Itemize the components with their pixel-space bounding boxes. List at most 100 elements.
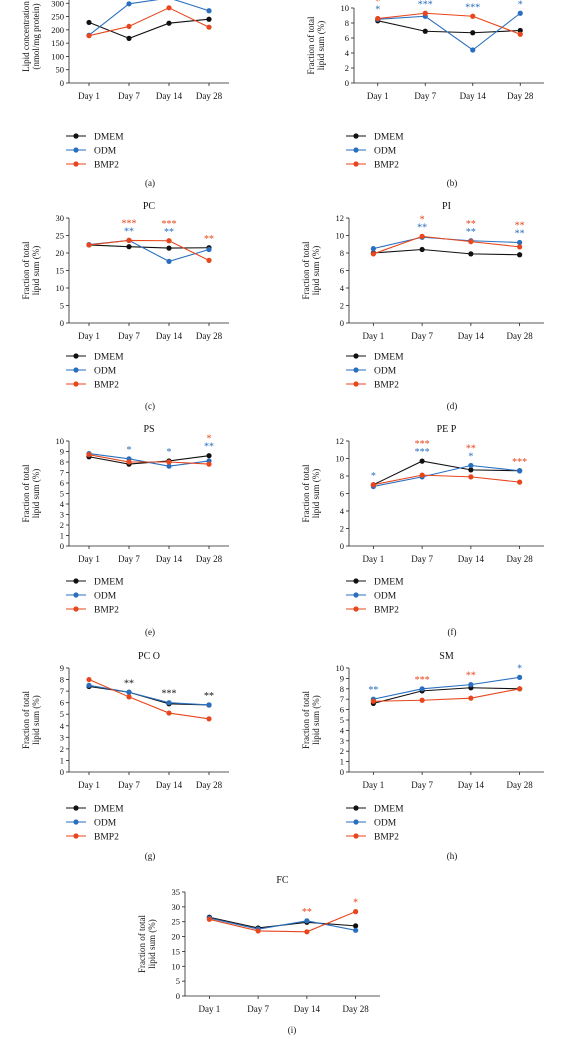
- significance-marker: *: [518, 0, 523, 10]
- chart-title: FC: [276, 875, 289, 886]
- y-tick-label: 4: [60, 721, 65, 731]
- y-tick-label: 4: [340, 283, 345, 293]
- significance-marker: *: [353, 898, 358, 909]
- x-tick-label: Day 1: [78, 331, 100, 341]
- data-point-odm: [206, 246, 212, 253]
- y-tick-label: 50: [56, 65, 65, 75]
- legend-marker: [73, 147, 79, 153]
- y-tick-label: 4: [60, 499, 65, 509]
- data-point-bmp2: [86, 452, 92, 458]
- significance-marker: ***: [465, 0, 480, 5]
- y-tick-label: 9: [60, 447, 64, 457]
- y-tick-label: 5: [60, 301, 64, 311]
- data-point-bmp2: [517, 479, 523, 485]
- data-point-dmem: [126, 35, 132, 41]
- x-tick-label: Day 7: [118, 331, 140, 341]
- y-tick-label: 250: [51, 12, 64, 22]
- x-tick-label: Day 1: [78, 780, 100, 790]
- data-point-dmem: [206, 16, 212, 22]
- x-tick-label: Day 28: [196, 554, 223, 564]
- panel-label: (h): [447, 851, 458, 861]
- y-tick-label: 10: [336, 231, 345, 241]
- data-point-bmp2: [206, 24, 212, 30]
- y-tick-label: 7: [60, 686, 64, 696]
- y-tick-label: 10: [56, 283, 65, 293]
- data-point-dmem: [470, 30, 476, 36]
- x-tick-label: Day 14: [156, 780, 183, 790]
- legend-marker: [353, 592, 359, 598]
- legend-marker: [353, 353, 359, 359]
- x-tick-label: Day 28: [196, 91, 223, 101]
- data-point-dmem: [86, 19, 92, 26]
- significance-marker: *: [375, 0, 380, 8]
- legend-marker: [353, 578, 359, 584]
- series-line-dmem: [88, 18, 210, 39]
- y-axis-label: lipid sum (%): [311, 469, 321, 519]
- data-point-bmp2: [468, 695, 474, 701]
- y-tick-label: 5: [60, 489, 64, 499]
- panel-label: (c): [145, 401, 155, 411]
- data-point-dmem: [126, 244, 132, 250]
- y-axis-label: Fraction of total: [306, 16, 316, 74]
- legend-label-dmem: DMEM: [94, 353, 124, 363]
- x-tick-label: Day 7: [411, 554, 433, 564]
- series-line-dmem: [88, 685, 210, 706]
- data-point-odm: [304, 918, 310, 924]
- x-tick-label: Day 28: [507, 331, 534, 341]
- y-tick-label: 6: [345, 33, 349, 43]
- legend-marker: [73, 133, 79, 139]
- data-point-odm: [206, 702, 212, 708]
- significance-marker: ***: [415, 439, 430, 450]
- y-tick-label: 12: [336, 213, 345, 223]
- legend-marker: [353, 805, 359, 811]
- y-tick-label: 7: [340, 694, 344, 704]
- y-axis-label: lipid sum (%): [311, 695, 321, 745]
- legend-marker: [73, 833, 79, 839]
- y-tick-label: 20: [56, 248, 65, 258]
- y-tick-label: 8: [340, 248, 344, 258]
- data-point-bmp2: [370, 698, 376, 704]
- legend-label-odm: ODM: [94, 147, 117, 157]
- y-tick-label: 1: [60, 755, 64, 765]
- significance-marker: **: [204, 442, 214, 453]
- significance-marker: ***: [162, 219, 177, 230]
- y-tick-label: 0: [60, 541, 64, 551]
- legend-label-dmem: DMEM: [374, 578, 404, 588]
- data-point-odm: [206, 8, 212, 14]
- y-tick-label: 10: [336, 663, 345, 673]
- x-tick-label: Day 1: [199, 1004, 221, 1014]
- data-point-odm: [370, 246, 376, 252]
- data-point-odm: [419, 686, 425, 692]
- data-point-bmp2: [166, 238, 172, 244]
- significance-marker: *: [207, 434, 212, 445]
- data-point-bmp2: [419, 472, 425, 478]
- x-tick-label: Day 28: [196, 331, 223, 341]
- y-tick-label: 25: [56, 231, 65, 241]
- significance-marker: ***: [418, 0, 433, 2]
- legend-marker: [353, 161, 359, 167]
- y-tick-label: 2: [345, 63, 349, 73]
- y-tick-label: 9: [340, 673, 344, 683]
- significance-marker: ***: [415, 447, 430, 458]
- legend-marker: [73, 353, 79, 359]
- data-point-bmp2: [206, 257, 212, 263]
- y-tick-label: 4: [345, 48, 350, 58]
- x-tick-label: Day 28: [343, 1004, 370, 1014]
- y-axis-label: Fraction of total: [137, 915, 147, 973]
- x-tick-label: Day 14: [458, 780, 485, 790]
- significance-marker: *: [517, 663, 522, 674]
- series-line-odm: [373, 464, 520, 488]
- data-point-bmp2: [370, 251, 376, 257]
- data-point-bmp2: [166, 5, 172, 11]
- data-point-bmp2: [370, 482, 376, 488]
- data-point-bmp2: [166, 459, 172, 465]
- data-point-odm: [517, 468, 523, 474]
- series-line-bmp2: [377, 12, 521, 35]
- significance-marker: **: [466, 219, 476, 230]
- y-tick-label: 0: [340, 767, 344, 777]
- significance-marker: ***: [512, 457, 527, 468]
- series-line-odm: [88, 0, 210, 36]
- panel-label: (b): [447, 178, 458, 188]
- y-tick-label: 200: [51, 25, 64, 35]
